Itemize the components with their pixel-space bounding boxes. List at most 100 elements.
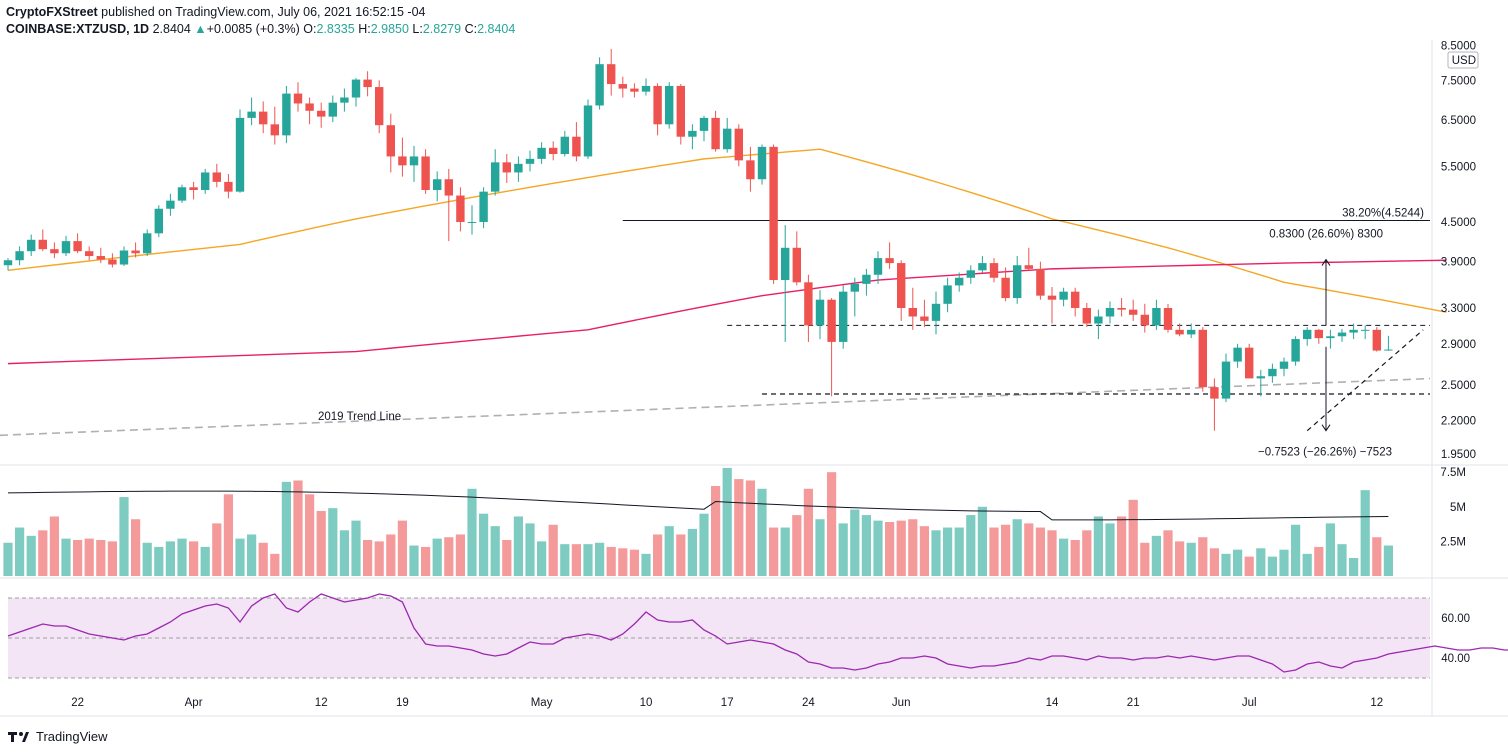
volume-bar bbox=[258, 542, 268, 576]
candle-body bbox=[815, 299, 825, 326]
price-tick-label: 2.9000 bbox=[1441, 339, 1476, 351]
price-tick-label: 6.5000 bbox=[1441, 115, 1476, 127]
volume-bar bbox=[734, 479, 744, 576]
volume-bar bbox=[513, 516, 523, 576]
volume-bar bbox=[885, 522, 895, 576]
price-overlays bbox=[0, 148, 1447, 437]
candle-body bbox=[119, 250, 129, 265]
candle-body bbox=[491, 162, 500, 192]
volume-bar bbox=[722, 468, 732, 576]
volume-bar bbox=[1314, 546, 1324, 576]
candle-body bbox=[1314, 329, 1323, 339]
candle-body bbox=[1024, 265, 1033, 269]
candle-body bbox=[212, 172, 221, 182]
volume-bar bbox=[1209, 548, 1219, 576]
volume-bar bbox=[1337, 544, 1347, 576]
close-label: C: bbox=[464, 22, 478, 36]
publisher-name[interactable]: CryptoFXStreet bbox=[6, 5, 98, 19]
wedge-support-line bbox=[1306, 329, 1424, 432]
volume-bar bbox=[792, 515, 802, 576]
volume-bar bbox=[107, 541, 117, 576]
volume-bar bbox=[1140, 542, 1150, 576]
candle-body bbox=[1256, 376, 1265, 379]
candle-body bbox=[618, 84, 627, 89]
trend-line-2019-label: 2019 Trend Line bbox=[318, 411, 401, 423]
rsi-pane bbox=[7, 593, 1508, 679]
volume-bar bbox=[61, 538, 71, 576]
tradingview-brand[interactable]: TradingView bbox=[36, 729, 108, 744]
time-tick-label: 21 bbox=[1127, 697, 1140, 709]
volume-bar bbox=[1256, 548, 1266, 576]
symbol-name[interactable]: COINBASE:XTZUSD, 1D bbox=[6, 22, 150, 36]
candle-body bbox=[560, 136, 569, 155]
candle-body bbox=[143, 233, 152, 254]
candle-body bbox=[1291, 339, 1300, 362]
low-value: 2.8279 bbox=[422, 22, 462, 36]
candle-body bbox=[3, 260, 13, 266]
candle-body bbox=[943, 285, 952, 304]
high-label: H: bbox=[358, 22, 371, 36]
volume-bar bbox=[189, 541, 199, 576]
volume-bar bbox=[293, 480, 303, 576]
candle-body bbox=[247, 111, 256, 118]
volume-bar bbox=[571, 544, 581, 576]
trend-line-2019 bbox=[0, 377, 1431, 437]
candle-body bbox=[444, 179, 453, 196]
time-tick-label: Apr bbox=[185, 697, 203, 709]
candle-body bbox=[1152, 307, 1161, 326]
candle-body bbox=[108, 259, 117, 265]
volume-bar bbox=[397, 520, 407, 576]
volume-bar bbox=[861, 515, 871, 576]
price-change: +0.0085 (+0.3%) bbox=[206, 22, 300, 36]
volume-bar bbox=[154, 546, 164, 576]
volume-bar bbox=[595, 542, 605, 576]
candle-body bbox=[38, 239, 47, 250]
volume-bar bbox=[606, 546, 616, 576]
candle-body bbox=[1221, 361, 1231, 399]
candle-body bbox=[688, 130, 697, 137]
volume-bar bbox=[803, 488, 813, 576]
volume-bar bbox=[235, 538, 245, 576]
volume-tick-label: 2.5M bbox=[1440, 536, 1466, 548]
price-tick-label: 2.5000 bbox=[1441, 380, 1476, 392]
volume-bar bbox=[699, 513, 709, 576]
candle-body bbox=[421, 156, 430, 191]
candle-body bbox=[537, 147, 546, 159]
candle-body bbox=[409, 156, 419, 166]
volume-bar bbox=[1047, 530, 1057, 576]
candle-body bbox=[1361, 329, 1370, 331]
volume-average-line bbox=[7, 490, 1389, 521]
volume-bar bbox=[757, 488, 767, 576]
volume-bar bbox=[1198, 537, 1208, 576]
volume-bar bbox=[1035, 527, 1045, 576]
volume-bar bbox=[177, 538, 187, 576]
low-label: L: bbox=[412, 22, 423, 36]
measured-move-up-arrow-icon bbox=[1321, 258, 1331, 266]
measured-move-up-label: 0.8300 (26.60%) 8300 bbox=[1269, 229, 1383, 241]
candle-body bbox=[607, 64, 616, 85]
candle-body bbox=[665, 85, 674, 125]
candle-body bbox=[1349, 329, 1358, 333]
volume-bar bbox=[316, 510, 326, 576]
volume-bar bbox=[502, 540, 512, 576]
volume-bar bbox=[1001, 524, 1011, 576]
candle-body bbox=[769, 146, 778, 281]
volume-bar bbox=[977, 506, 987, 576]
candle-body bbox=[166, 200, 175, 209]
time-tick-label: Jun bbox=[892, 697, 911, 709]
candle-body bbox=[862, 274, 871, 284]
candle-body bbox=[201, 172, 210, 191]
candle-body bbox=[131, 250, 140, 254]
candle-body bbox=[792, 247, 801, 283]
volume-bar bbox=[200, 546, 210, 576]
candle-body bbox=[1279, 361, 1289, 369]
volume-bar bbox=[1024, 523, 1034, 576]
candle-body bbox=[305, 103, 314, 111]
volume-bar bbox=[223, 494, 233, 576]
candle-body bbox=[398, 156, 407, 166]
candle-body bbox=[711, 117, 720, 150]
volume-bar bbox=[1267, 556, 1277, 576]
volume-bar bbox=[26, 535, 36, 576]
volume-tick-label: 5M bbox=[1450, 502, 1466, 514]
